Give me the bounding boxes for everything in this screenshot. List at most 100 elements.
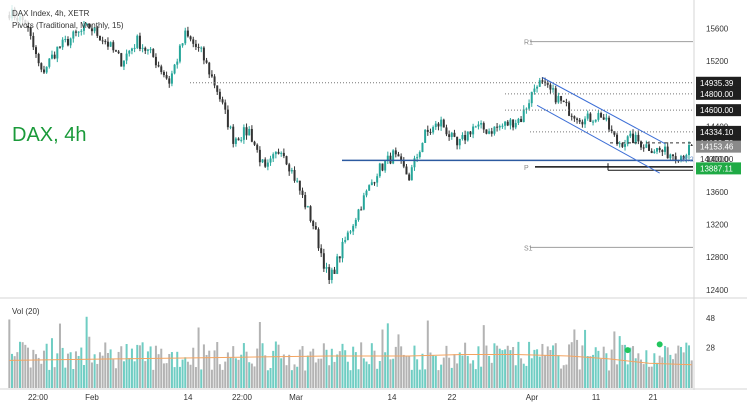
candle-body [461,134,464,139]
volume-bar [288,354,291,388]
candle-body [562,100,565,102]
x-tick-label: Mar [289,393,303,402]
candle-body [434,123,437,128]
volume-bar [304,370,307,388]
volume-bar [189,364,192,388]
volume-bar [82,365,85,388]
volume-bar [437,370,440,388]
volume-bar [306,355,309,388]
candle-body [152,49,155,57]
candle-body [418,152,421,158]
volume-bar [360,342,363,388]
candle-body [368,185,371,191]
y-tick-label: 12800 [706,253,729,262]
volume-bar [285,365,288,388]
volume-bar [192,347,195,388]
volume-bar [61,347,64,388]
volume-bar [200,369,203,388]
volume-bar [72,369,75,388]
candle-body [309,206,312,221]
volume-bar [597,350,600,388]
candle-body [114,50,117,52]
volume-bar [600,358,603,388]
candle-body [192,39,195,44]
volume-bar [181,359,184,388]
candle-body [96,27,99,36]
candle-body [213,76,216,86]
candle-body [344,240,347,242]
x-tick-label: 22 [448,393,457,402]
volume-bar [653,353,656,388]
candle-body [592,121,595,123]
candle-body [176,61,179,65]
fib-annotation: 38.2 [680,156,694,163]
volume-bar [602,346,605,388]
volume-bar [213,350,216,388]
candle-body [658,147,661,151]
candle-body [362,195,365,210]
volume-bar [589,356,592,388]
candle-body [229,126,232,128]
candle-body [280,152,283,154]
volume-bar [426,320,429,388]
volume-bar [320,358,323,388]
candle-body [416,157,419,159]
volume-bar [312,348,315,388]
volume-bar [378,361,381,388]
candle-body [613,131,616,135]
candle-body [522,109,525,122]
candle-body [74,31,77,33]
candle-body [370,182,373,186]
volume-bar [322,343,325,388]
candle-body [125,53,128,61]
candle-body [589,113,592,122]
candle-body [360,209,363,211]
candle-body [189,36,192,40]
volume-bar [394,346,397,388]
candle-body [304,194,307,208]
candle-body [149,49,152,51]
volume-bar [234,358,237,388]
volume-bar [37,357,40,388]
candle-body [266,162,269,167]
candle-body [253,141,256,145]
volume-bar [338,351,341,388]
candle-body [109,42,112,47]
candle-body [640,141,643,148]
volume-bar [578,369,581,388]
volume-bar [106,352,109,388]
candle-body [426,129,429,132]
volume-bar [480,366,483,388]
volume-bar [202,344,205,388]
candle-body [450,132,453,137]
volume-bar [434,355,437,388]
candle-body [264,159,267,167]
volume-bar [370,343,373,388]
volume-bar [376,368,379,388]
volume-bar [533,349,536,388]
candle-body [112,42,115,51]
candle-body [528,103,531,109]
volume-bar [245,351,248,388]
volume-bar [456,363,459,388]
candle-body [154,56,157,66]
candle-body [669,154,672,159]
candle-body [608,117,611,130]
volume-bar [122,361,125,388]
candle-body [80,30,83,32]
candle-body [210,74,213,77]
volume-bar [650,366,653,388]
candle-body [221,99,224,103]
volume-bar [34,354,37,388]
candle-body [680,156,683,161]
candle-body [317,229,320,249]
pivot-label: P [524,165,529,172]
volume-bar [530,358,533,388]
candle-body [72,31,75,39]
candle-body [58,46,61,48]
volume-bar [152,369,155,388]
volume-bar [58,323,61,388]
candle-body [597,113,600,120]
